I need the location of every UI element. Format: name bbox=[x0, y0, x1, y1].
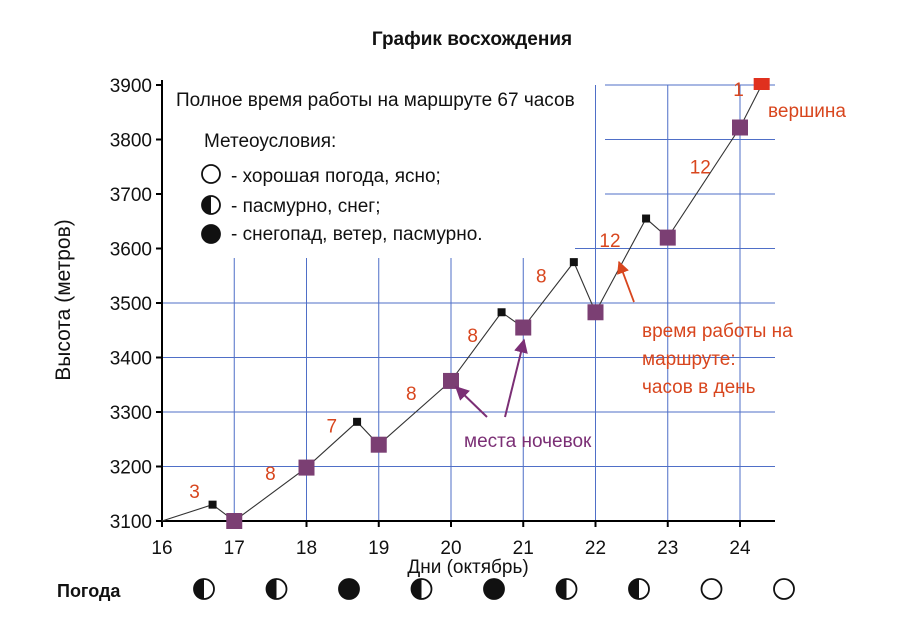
x-tick-label-22: 22 bbox=[585, 538, 606, 559]
camp-arrow-2 bbox=[504, 338, 528, 418]
camp-marker-2 bbox=[370, 436, 387, 453]
weather-legend-half-icon-half bbox=[202, 196, 211, 214]
x-tick-label-18: 18 bbox=[296, 538, 317, 559]
summit-marker bbox=[753, 78, 770, 90]
work-hours-label-8: 1 bbox=[733, 80, 744, 101]
high-point-marker-3 bbox=[569, 258, 578, 267]
x-tick-label-21: 21 bbox=[513, 538, 534, 559]
weather-day-3-icon bbox=[410, 578, 433, 600]
camps-label: места ночевок bbox=[464, 431, 592, 452]
x-axis-label: Дни (октябрь) bbox=[407, 557, 528, 578]
weather-day-0-icon bbox=[193, 578, 215, 600]
work-hours-label-5: 8 bbox=[536, 266, 547, 287]
weather-day-3-icon-half bbox=[411, 579, 422, 599]
y-axis-label: Высота (метров) bbox=[52, 219, 75, 381]
weather-day-7-icon bbox=[700, 578, 723, 600]
hours-label-line-1: время работы на bbox=[642, 321, 793, 342]
weather-day-4-icon bbox=[483, 578, 505, 600]
summit-label: вершина bbox=[768, 101, 846, 122]
x-tick-label-19: 19 bbox=[368, 538, 389, 559]
high-point-marker-4 bbox=[642, 214, 651, 223]
y-tick-label-3100: 3100 bbox=[110, 512, 152, 533]
y-tick-label-3900: 3900 bbox=[110, 76, 152, 97]
weather-legend-full-text: - снегопад, ветер, пасмурно. bbox=[231, 224, 483, 245]
weather-day-1-icon bbox=[265, 578, 288, 600]
weather-day-6-icon bbox=[628, 578, 650, 600]
weather-day-4-icon-disc bbox=[483, 578, 505, 600]
x-tick-label-17: 17 bbox=[224, 538, 245, 559]
x-tick-label-20: 20 bbox=[440, 538, 461, 559]
y-tick-label-3400: 3400 bbox=[110, 349, 152, 370]
weather-row bbox=[193, 578, 795, 600]
weather-legend-clear-icon-ring bbox=[201, 164, 221, 184]
y-tick-label-3200: 3200 bbox=[110, 458, 152, 479]
x-tick-label-24: 24 bbox=[729, 538, 751, 559]
camp-arrow-1 bbox=[454, 386, 488, 418]
y-tick-label-3800: 3800 bbox=[110, 131, 152, 152]
axes: 16 17 18 19 20 21 22 23 243100320033003400350036… bbox=[110, 76, 775, 559]
annotations: 3 8 7 8 8 8 12 12 1 bbox=[189, 80, 744, 503]
weather-legend-full-icon-disc bbox=[201, 224, 221, 244]
work-hours-label-3: 8 bbox=[406, 384, 417, 405]
weather-legend-title: Метеоусловия: bbox=[204, 131, 336, 152]
grid bbox=[162, 84, 775, 521]
camp-marker-1 bbox=[298, 459, 315, 476]
hours-label-line-3: часов в день bbox=[642, 377, 756, 398]
work-hours-label-0: 3 bbox=[189, 482, 200, 503]
camp-marker-3 bbox=[443, 372, 459, 389]
weather-day-6-icon-half bbox=[629, 579, 639, 599]
weather-legend-full-icon bbox=[201, 224, 221, 244]
work-hours-label-7: 12 bbox=[690, 157, 711, 178]
total-time-note: Полное время работы на маршруте 67 часов bbox=[176, 90, 575, 111]
y-tick-label-3500: 3500 bbox=[110, 294, 152, 315]
weather-legend-half-text: - пасмурно, снег; bbox=[231, 196, 380, 217]
weather-day-5-icon-half bbox=[556, 579, 567, 599]
work-hours-label-2: 7 bbox=[326, 417, 337, 438]
weather-day-5-icon bbox=[555, 578, 578, 600]
high-point-marker-2 bbox=[497, 308, 506, 317]
weather-day-0-icon-half bbox=[194, 579, 204, 599]
camp-marker-6 bbox=[659, 229, 676, 246]
y-tick-label-3700: 3700 bbox=[110, 185, 152, 206]
x-tick-label-16: 16 bbox=[151, 538, 172, 559]
weather-day-1-icon-half bbox=[266, 579, 277, 599]
weather-day-2-icon bbox=[338, 578, 360, 600]
weather-legend-clear-icon bbox=[201, 164, 221, 184]
high-point-marker-1 bbox=[353, 417, 362, 426]
y-tick-label-3600: 3600 bbox=[110, 240, 152, 261]
work-hours-label-6: 12 bbox=[599, 231, 620, 252]
camp-marker-7 bbox=[732, 119, 748, 136]
y-tick-label-3300: 3300 bbox=[110, 403, 152, 424]
x-tick-label-23: 23 bbox=[657, 538, 678, 559]
camp-marker-4 bbox=[515, 319, 532, 336]
weather-legend-half-icon bbox=[201, 195, 221, 215]
hours-label-line-2: маршруте: bbox=[642, 349, 736, 370]
work-hours-label-1: 8 bbox=[265, 464, 276, 485]
chart-title: График восхождения bbox=[372, 29, 572, 50]
weather-row-label: Погода bbox=[57, 581, 121, 601]
camp-marker-0 bbox=[226, 513, 243, 529]
series bbox=[161, 78, 770, 529]
weather-legend-clear-text: - хорошая погода, ясно; bbox=[231, 166, 441, 187]
camp-marker-5 bbox=[587, 304, 604, 321]
work-hours-label-4: 8 bbox=[467, 326, 478, 347]
weather-day-7-icon-ring bbox=[700, 578, 723, 600]
weather-day-8-icon-ring bbox=[773, 578, 795, 600]
hours-arrow bbox=[617, 260, 635, 303]
weather-day-8-icon bbox=[773, 578, 795, 600]
high-point-marker-0 bbox=[208, 500, 217, 509]
weather-day-2-icon-disc bbox=[338, 578, 360, 600]
